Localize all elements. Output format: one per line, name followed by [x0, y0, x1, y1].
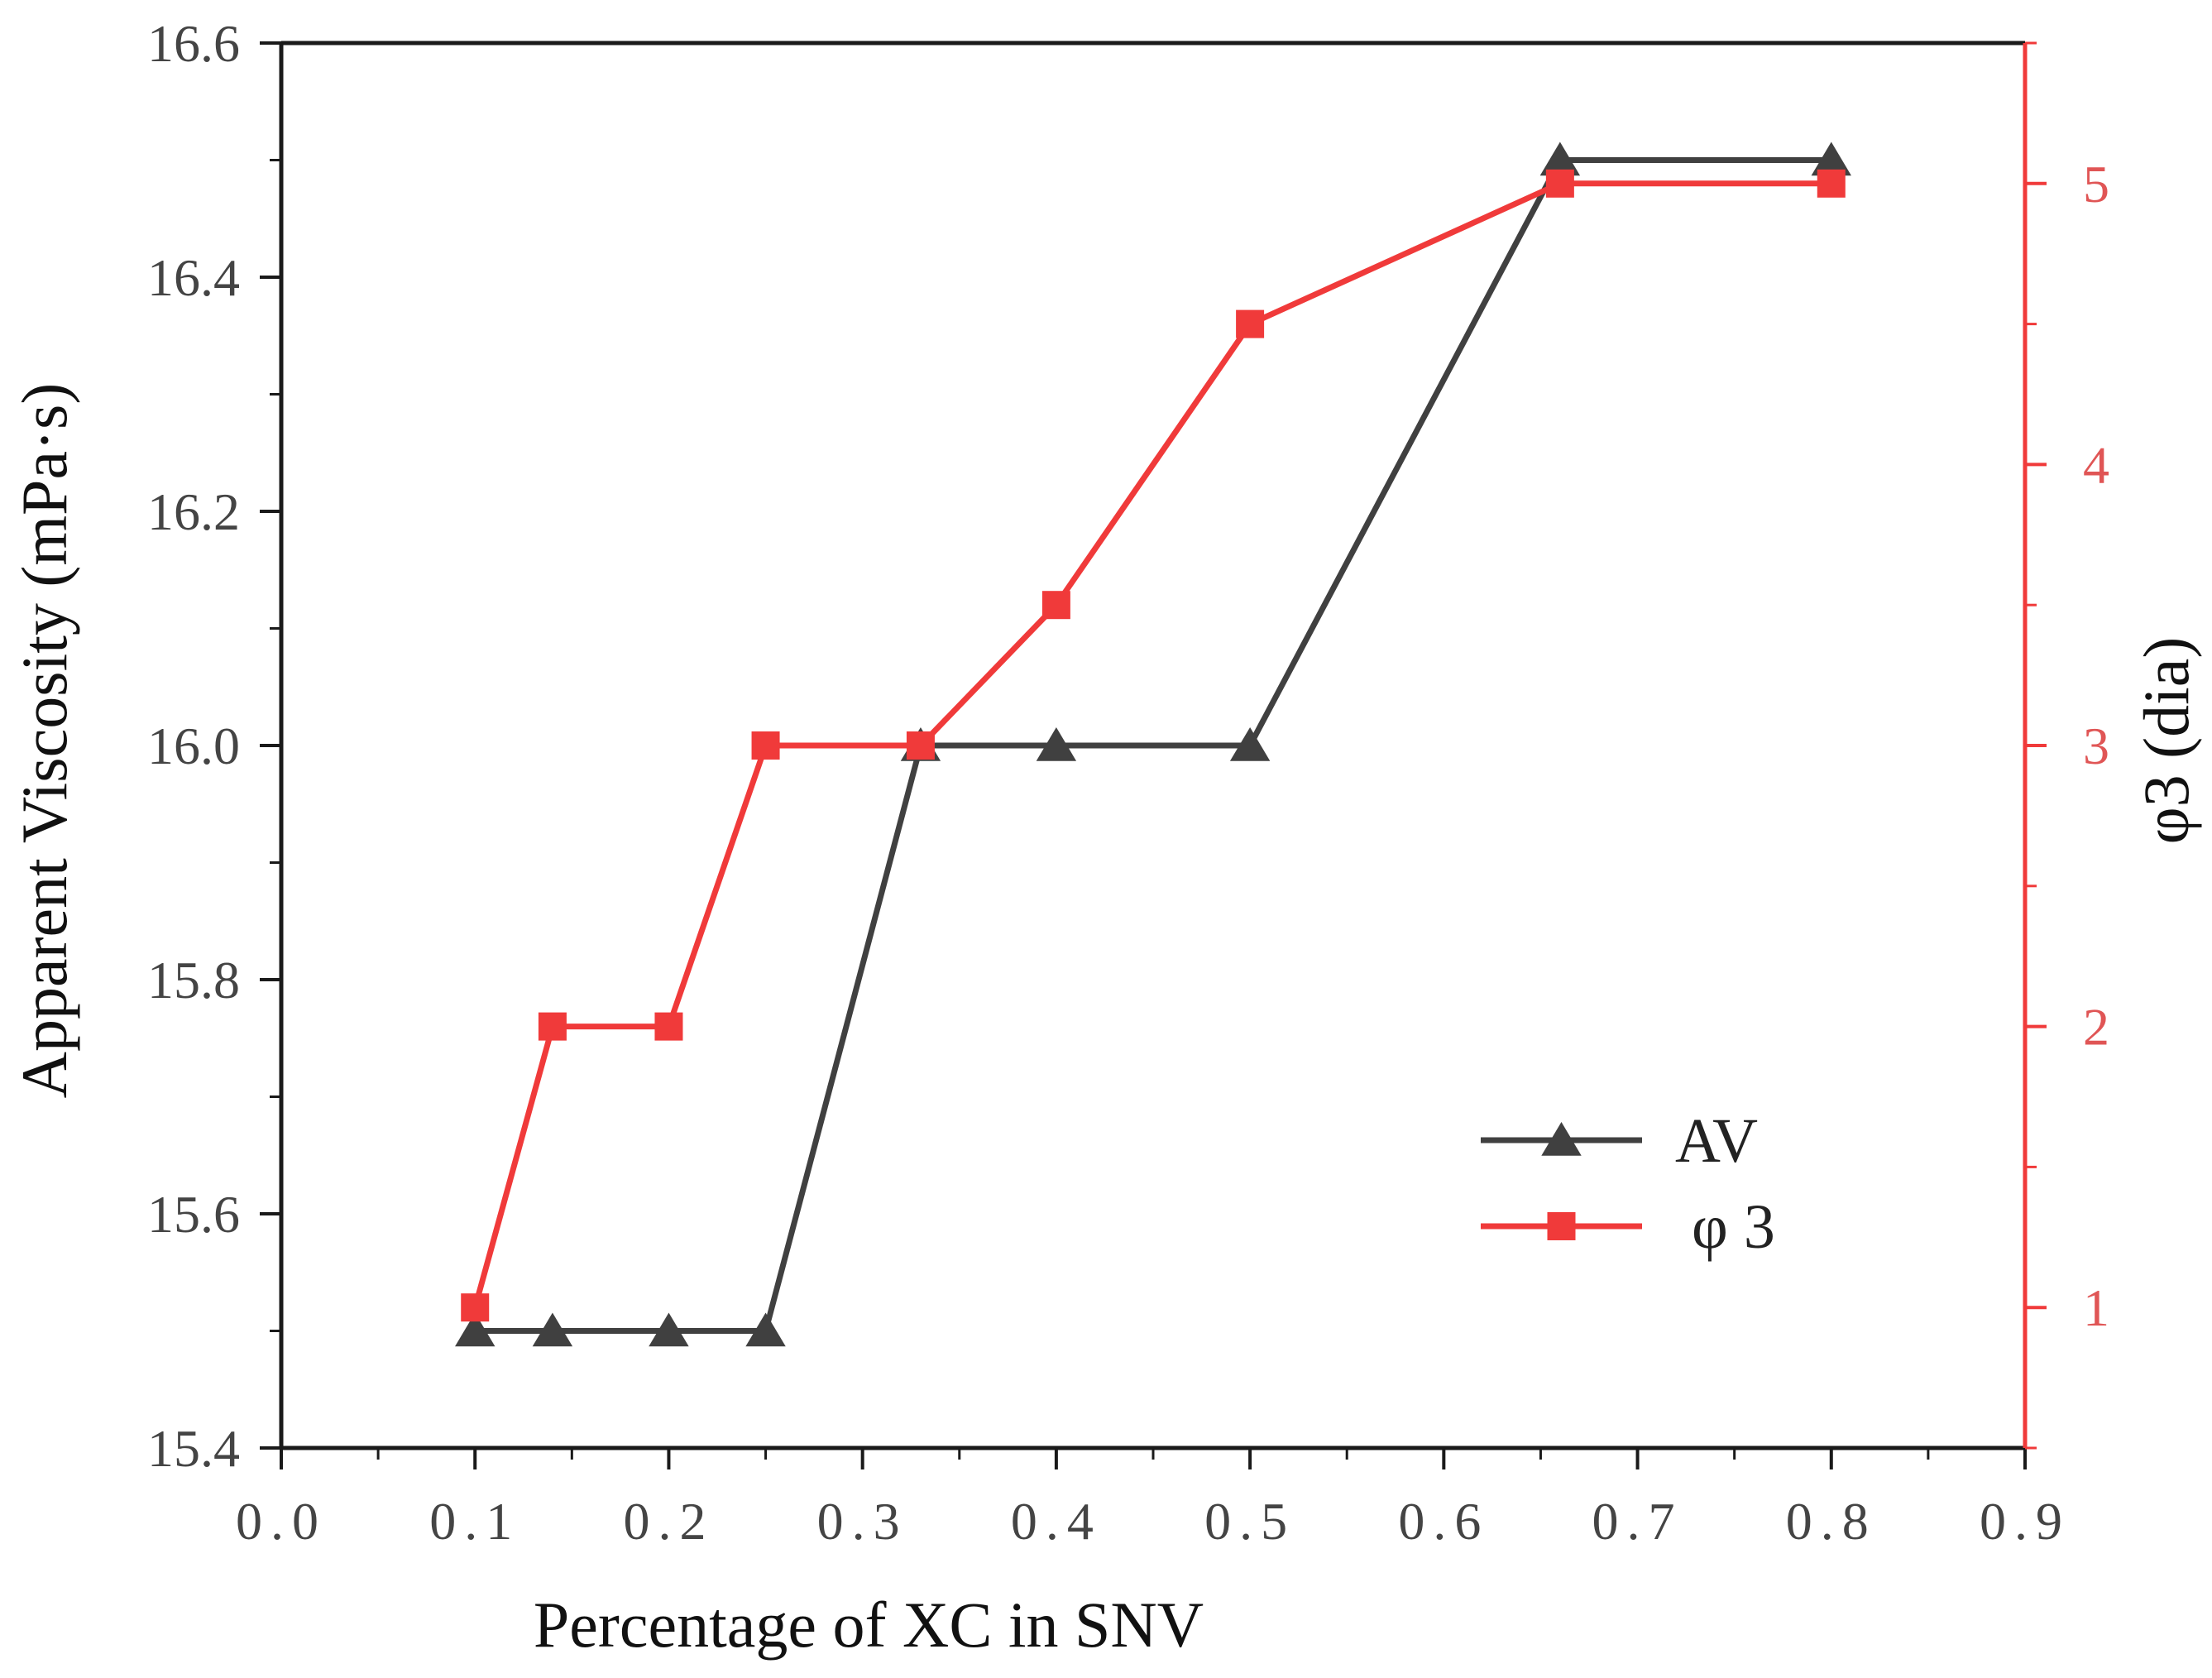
- y-tick-label: 15.8: [147, 951, 240, 1009]
- data-point-av: [1229, 727, 1271, 761]
- x-tick-label: 0.2: [623, 1492, 714, 1551]
- x-tick-label: 0.4: [1011, 1492, 1102, 1551]
- right-axis-label: φ3 (dia): [2130, 637, 2202, 845]
- data-point-av: [532, 1312, 573, 1347]
- y-axis-label: Apparent Viscosity (mPa·s): [8, 383, 80, 1099]
- y-tick-label: 15.4: [147, 1419, 240, 1478]
- data-point-av: [1036, 727, 1077, 761]
- series-line-av: [475, 157, 1831, 1334]
- data-point-phi3: [654, 1012, 683, 1041]
- y-tick-label: 16.4: [147, 248, 240, 307]
- x-tick-label: 0.8: [1786, 1492, 1877, 1551]
- x-tick-label: 0.1: [429, 1492, 520, 1551]
- legend-marker-av: [1541, 1122, 1582, 1156]
- x-tick-label: 0.6: [1398, 1492, 1489, 1551]
- x-tick-label: 0.9: [1980, 1492, 2071, 1551]
- legend-label-phi3: φ 3: [1692, 1192, 1775, 1262]
- data-point-av: [745, 1312, 786, 1347]
- data-point-phi3: [1817, 169, 1846, 198]
- x-tick-label: 0.5: [1204, 1492, 1295, 1551]
- x-tick-label: 0.3: [817, 1492, 908, 1551]
- data-point-phi3: [1236, 309, 1265, 338]
- y2-tick-label: 2: [2083, 998, 2109, 1057]
- x-axis-label: Percentage of XC in SNV: [534, 1589, 1204, 1661]
- data-point-av: [1811, 141, 1851, 176]
- data-point-phi3: [906, 731, 935, 760]
- data-point-phi3: [1545, 169, 1574, 198]
- data-point-phi3: [461, 1293, 490, 1322]
- y-tick-label: 16.6: [147, 14, 240, 73]
- y-tick-label: 16.2: [147, 482, 240, 541]
- data-point-phi3: [751, 731, 780, 760]
- data-point-phi3: [538, 1012, 567, 1041]
- y2-tick-label: 5: [2083, 155, 2109, 213]
- data-point-av: [455, 1312, 496, 1347]
- y-tick-label: 16.0: [147, 717, 240, 775]
- y-tick-label: 15.6: [147, 1185, 240, 1244]
- data-point-av: [649, 1312, 689, 1347]
- data-point-av: [1539, 141, 1581, 176]
- legend-label-av: AV: [1675, 1106, 1758, 1176]
- x-tick-label: 0.0: [236, 1492, 327, 1551]
- x-tick-label: 0.7: [1592, 1492, 1683, 1551]
- y2-tick-label: 4: [2083, 435, 2109, 494]
- legend-marker-phi3: [1547, 1212, 1576, 1240]
- data-point-phi3: [1041, 591, 1070, 620]
- y2-tick-label: 1: [2083, 1278, 2109, 1337]
- y2-tick-label: 3: [2083, 717, 2109, 775]
